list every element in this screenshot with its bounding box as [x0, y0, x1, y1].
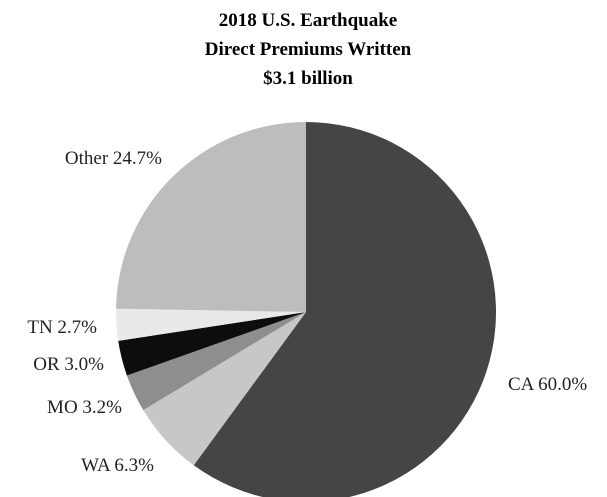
- slice-label-mo: MO 3.2%: [47, 397, 122, 418]
- pie-slice-tn: [116, 308, 306, 341]
- chart-title-line-2: Direct Premiums Written: [205, 39, 412, 60]
- pie-slice-ca: [193, 122, 496, 497]
- slice-label-or: OR 3.0%: [33, 354, 104, 375]
- slice-label-ca: CA 60.0%: [508, 374, 587, 395]
- pie-slices: [116, 122, 496, 497]
- slice-label-wa: WA 6.3%: [81, 455, 154, 476]
- pie-labels: CA 60.0% WA 6.3% MO 3.2% OR 3.0% TN 2.7%…: [27, 148, 587, 476]
- pie-slice-wa: [143, 312, 306, 466]
- chart-title-line-1: 2018 U.S. Earthquake: [219, 10, 397, 31]
- pie-slice-or: [118, 312, 307, 376]
- pie-slice-mo: [126, 312, 306, 411]
- slice-label-other: Other 24.7%: [65, 148, 162, 169]
- chart-title: 2018 U.S. Earthquake Direct Premiums Wri…: [205, 10, 412, 89]
- pie-slice-other: [116, 122, 306, 312]
- slice-label-tn: TN 2.7%: [27, 317, 97, 338]
- chart-title-line-3: $3.1 billion: [263, 68, 353, 89]
